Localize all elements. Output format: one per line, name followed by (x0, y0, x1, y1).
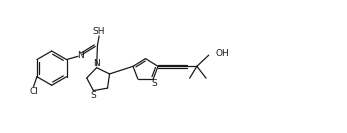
Text: Cl: Cl (29, 87, 38, 96)
Text: SH: SH (93, 27, 105, 36)
Text: S: S (91, 91, 96, 100)
Text: N: N (77, 51, 84, 60)
Text: S: S (152, 79, 158, 88)
Text: OH: OH (215, 49, 229, 58)
Text: N: N (93, 59, 99, 68)
